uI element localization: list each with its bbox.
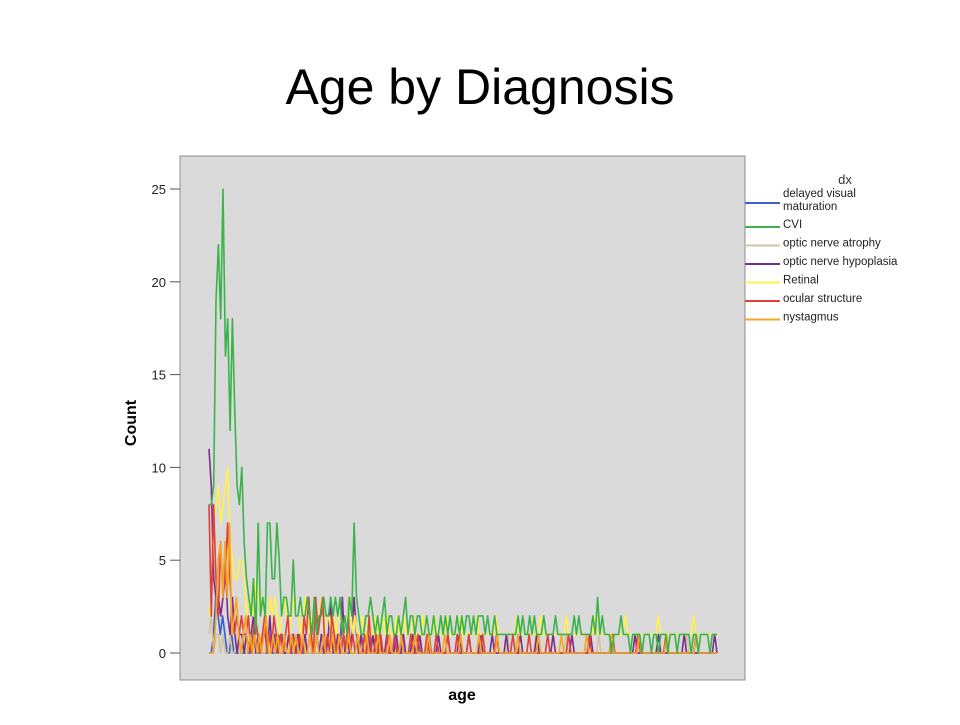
y-axis-label: Count [123,399,140,446]
y-tick-label: 20 [152,275,166,290]
x-axis-label: age [448,687,476,704]
series-line-nystagmus [209,522,717,654]
y-tick-label: 5 [159,553,166,568]
plot-area [179,155,746,681]
legend-label: delayed visual maturation [783,188,856,213]
legend-title: dx [838,172,852,187]
y-tick-label: 15 [152,368,166,383]
legend-label: ocular structure [783,293,862,305]
series-line-cvi [209,188,717,654]
y-axis: 0 5 10 15 20 25 [152,156,181,680]
series-group [208,188,718,654]
legend-label: CVI [783,219,802,231]
legend: dx delayed visual maturation CVI optic nerv… [745,172,898,324]
y-tick-label: 25 [152,182,166,197]
legend-label: optic nerve hypoplasia [783,256,898,268]
page-title: Age by Diagnosis [285,59,675,115]
legend-label: nystagmus [783,312,839,324]
y-tick-label: 10 [152,460,166,475]
legend-label: Retinal [783,275,819,287]
y-tick-label: 0 [159,646,166,661]
legend-label: optic nerve atrophy [783,238,881,250]
